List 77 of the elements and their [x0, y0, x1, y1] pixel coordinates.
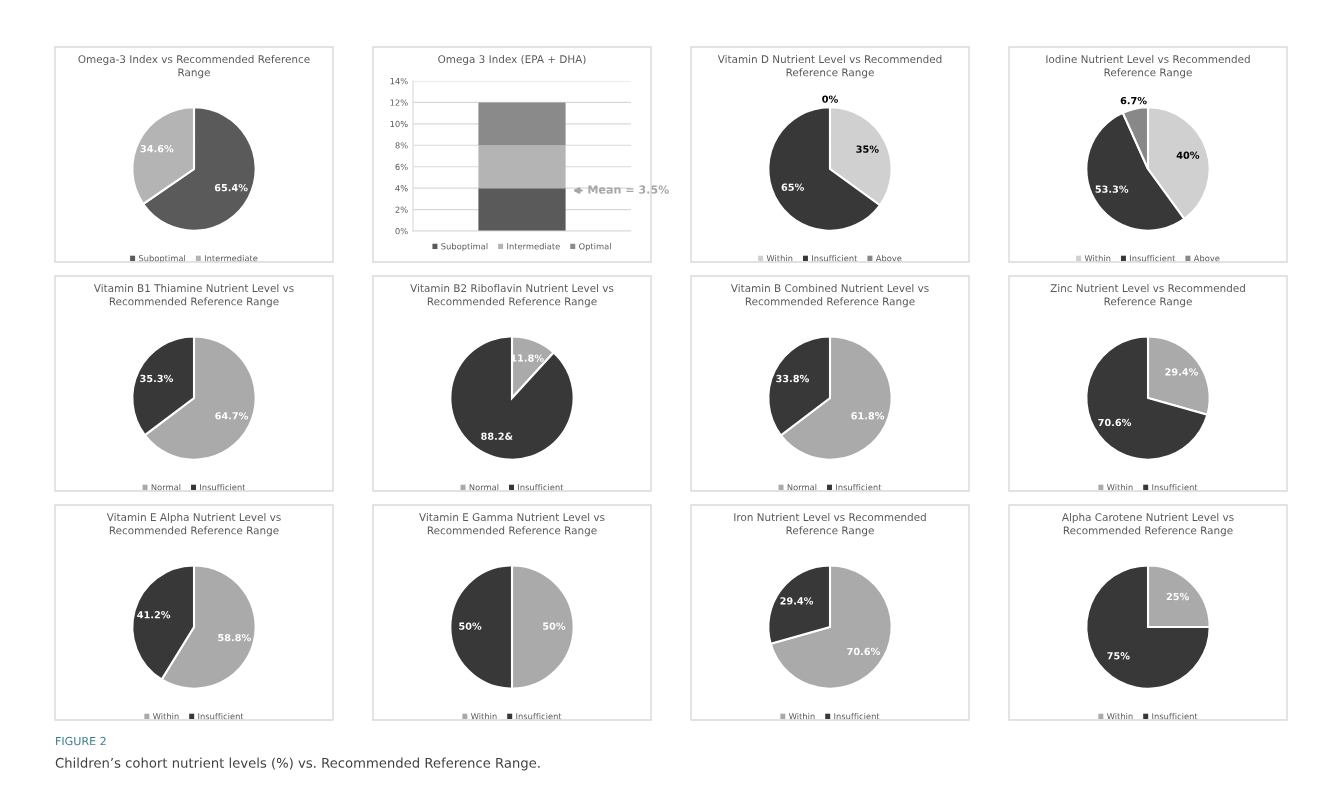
annotation: Mean = 3.5% — [588, 185, 669, 194]
data-label: 50% — [543, 622, 566, 630]
legend-label: Within — [766, 254, 793, 262]
legend-label: Insufficient — [516, 712, 562, 720]
data-label: 61.8% — [851, 412, 885, 420]
legend-label: Insufficient — [198, 712, 244, 720]
chart-title: Iron Nutrient Level vs Recommended Reference Range — [734, 513, 926, 537]
data-label: 70.6% — [847, 647, 881, 656]
data-label: 70.6% — [1098, 418, 1132, 427]
data-label: 50% — [459, 622, 482, 630]
legend-label: Suboptimal — [138, 254, 186, 264]
data-label: 33.8% — [776, 374, 809, 383]
legend-label: Insufficient — [518, 483, 564, 491]
chart-title: Alpha Carotene Nutrient Level vs Recommended Reference Range — [1061, 513, 1234, 537]
data-label: 35% — [856, 145, 879, 153]
legend-label: Normal — [787, 483, 817, 491]
legend-label: Optimal — [579, 243, 611, 252]
legend-label: Within — [1106, 712, 1133, 720]
legend-label: Above — [1193, 254, 1220, 262]
legend-label: Insufficient — [836, 483, 882, 491]
data-label: 6.7% — [1120, 96, 1147, 105]
legend-label: Within — [788, 712, 815, 720]
legend-label: Normal — [151, 483, 181, 491]
data-label: 41.2% — [137, 611, 171, 619]
chart-title: Omega 3 Index (EPA + DHA) — [438, 55, 586, 66]
data-label: 25% — [1166, 592, 1189, 601]
legend-label: Suboptimal — [441, 243, 488, 252]
y-tick-label: 6% — [395, 163, 408, 170]
legend-label: Insufficient — [1130, 254, 1176, 262]
legend-label: Insufficient — [812, 254, 858, 262]
text: 0% — [822, 95, 838, 103]
legend-label: Intermediate — [507, 243, 560, 250]
chart-title: Vitamin B1 Thiamine Nutrient Level vs Recommended Reference Range — [93, 284, 294, 308]
data-label: 64.7% — [215, 412, 249, 420]
chart-title: Vitamin B Combined Nutrient Level vs Recommended Reference Range — [730, 284, 929, 308]
bar — [478, 188, 566, 231]
bar — [478, 102, 566, 146]
chart-title: Vitamin E Alpha Nutrient Level vs Recommended Reference Range — [106, 513, 281, 537]
legend-label: Insufficient — [834, 712, 880, 720]
y-tick-label: 2% — [395, 206, 408, 213]
legend-label: Insufficient — [1152, 483, 1198, 491]
y-tick-label: 0% — [395, 227, 408, 235]
legend-label: Insufficient — [1152, 712, 1198, 720]
legend-label: Intermediate — [204, 254, 258, 262]
legend-label: Insufficient — [200, 483, 246, 491]
data-label: 65.4% — [214, 183, 248, 192]
data-label: 53.3% — [1095, 185, 1129, 193]
y-tick-label: 4% — [395, 185, 408, 192]
legend-label: Within — [152, 712, 179, 720]
legend-label: Normal — [469, 483, 499, 491]
data-label: 65% — [781, 183, 804, 191]
data-label: 88.2& — [481, 432, 513, 440]
chart-title: Zinc Nutrient Level vs Recommended Reference Range — [1050, 284, 1245, 308]
chart-title: Iodine Nutrient Level vs Recommended Reference Range — [1046, 55, 1250, 79]
data-label: 11.8% — [511, 354, 544, 362]
bar — [478, 145, 566, 189]
data-label: 40% — [1176, 151, 1200, 159]
y-tick-label: 14% — [390, 77, 408, 85]
legend-label: Within — [470, 712, 497, 720]
y-tick-label: 12% — [390, 99, 408, 106]
data-label: 75% — [1107, 652, 1130, 660]
data-label: 35.3% — [140, 374, 174, 383]
legend-label: Within — [1084, 254, 1111, 262]
chart-title: Vitamin E Gamma Nutrient Level vs Recommended Reference Range — [419, 513, 605, 537]
y-tick-label: 8% — [395, 142, 408, 149]
legend-label: Within — [1106, 483, 1133, 491]
data-label: 29.4% — [1165, 368, 1199, 376]
chart-title: Vitamin D Nutrient Level vs Recommended Reference Range — [717, 55, 942, 79]
chart-title: Vitamin B2 Riboflavin Nutrient Level vs Recommended Reference Range — [410, 284, 614, 308]
data-label: 29.4% — [780, 597, 814, 605]
data-label: 58.8% — [218, 633, 251, 642]
text: Children’s cohort nutrient levels (%) vs. Recommended Reference Range. — [55, 757, 540, 771]
chart-title: Omega-3 Index vs Recommended Reference Range — [78, 55, 310, 79]
data-label: 34.6% — [140, 144, 174, 153]
legend-label: Above — [875, 254, 902, 262]
caption: FIGURE 2 — [56, 736, 106, 746]
y-tick-label: 10% — [390, 120, 408, 128]
